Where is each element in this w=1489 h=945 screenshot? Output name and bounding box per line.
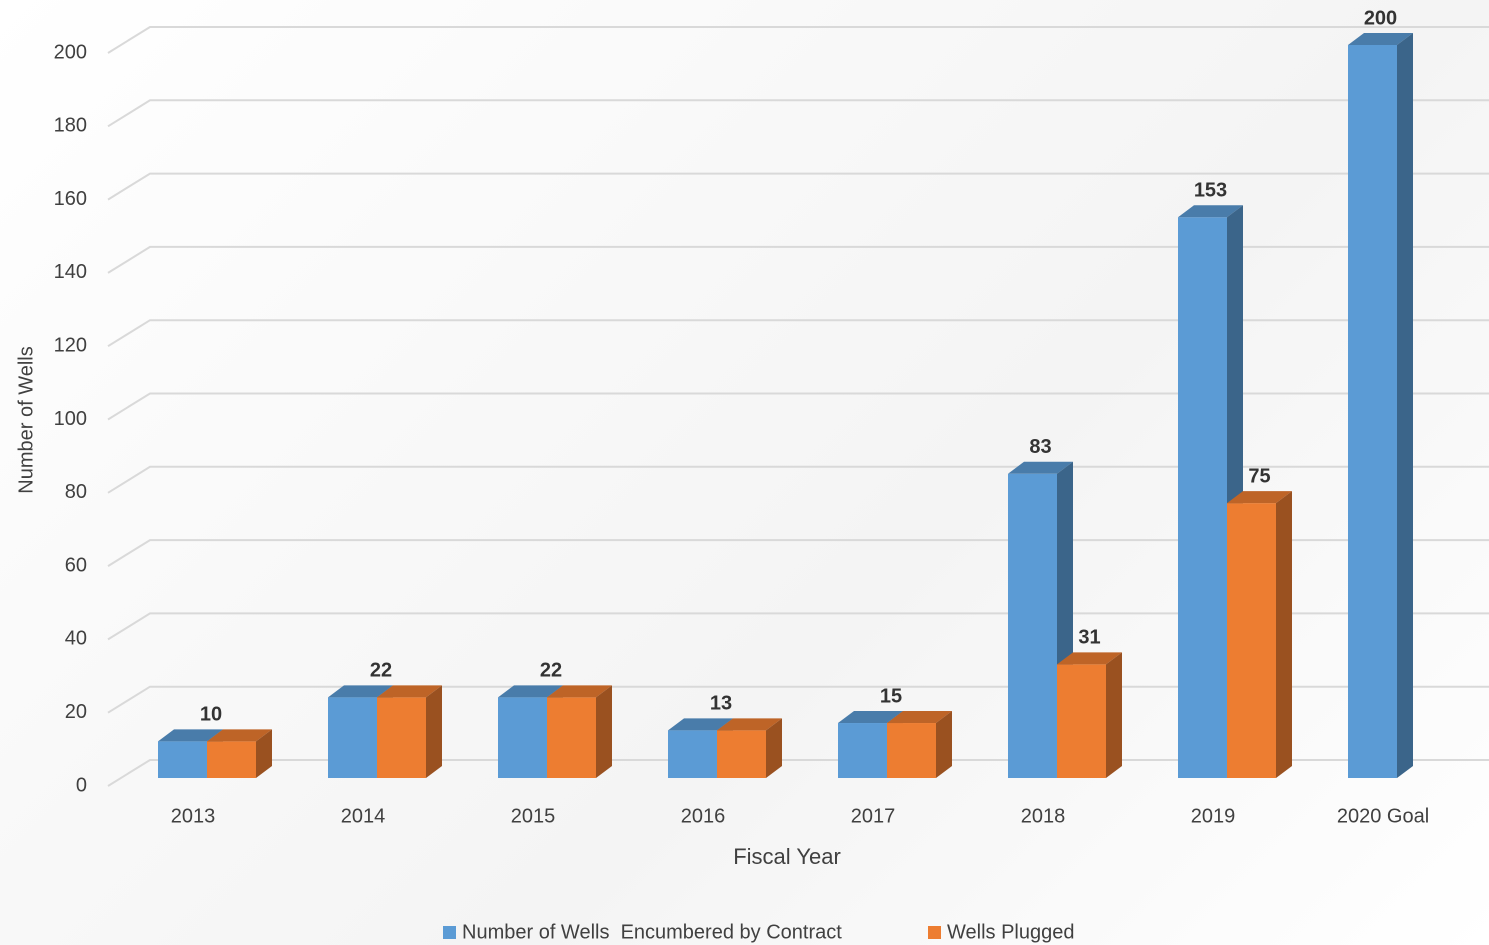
grid-line — [107, 99, 1489, 128]
y-tick-label: 0 — [76, 774, 87, 796]
x-tick-label: 2013 — [171, 805, 216, 827]
data-label: 22 — [370, 660, 392, 682]
data-label: 22 — [540, 660, 562, 682]
bar-top — [498, 685, 563, 698]
x-axis-title: Fiscal Year — [733, 844, 841, 869]
y-tick-label: 120 — [54, 334, 87, 356]
bar-front — [1178, 217, 1227, 778]
bar-front — [838, 723, 887, 778]
x-tick-label: 2019 — [1191, 805, 1236, 827]
grid-line — [107, 392, 1489, 421]
bar-top — [328, 685, 393, 698]
bar-front — [1008, 473, 1057, 778]
y-tick-label: 160 — [54, 188, 87, 210]
bar-top — [1348, 33, 1413, 45]
legend-swatch — [928, 926, 941, 939]
bar-side — [1397, 33, 1413, 778]
y-tick-label: 60 — [65, 554, 87, 576]
bar-top — [1057, 652, 1122, 665]
y-tick-label: 80 — [65, 481, 87, 503]
grid-line — [107, 465, 1489, 494]
bar-front — [377, 697, 426, 778]
bar-front — [207, 741, 256, 778]
bar-top — [158, 729, 223, 742]
bar-front — [547, 697, 596, 778]
data-label: 75 — [1248, 465, 1270, 487]
y-tick-label: 200 — [54, 41, 87, 63]
x-tick-label: 2015 — [511, 805, 556, 827]
bar-top — [377, 685, 442, 698]
y-axis-title: Number of Wells — [15, 346, 37, 493]
bar-front — [328, 697, 377, 778]
bar-top — [207, 729, 272, 742]
bar-side — [1276, 491, 1292, 778]
x-tick-label: 2020 Goal — [1337, 805, 1429, 827]
legend-swatch — [443, 926, 456, 939]
bar-side — [426, 685, 442, 778]
data-label: 13 — [710, 693, 732, 715]
data-label: 15 — [880, 685, 902, 707]
data-label: 153 — [1194, 180, 1227, 202]
x-tick-label: 2016 — [681, 805, 726, 827]
grid-line — [107, 26, 1489, 54]
bar-top — [838, 711, 903, 724]
bar-front — [887, 723, 936, 778]
data-label: 10 — [200, 704, 222, 726]
data-label: 31 — [1078, 627, 1100, 649]
bar-side — [596, 685, 612, 778]
bar-front — [498, 697, 547, 778]
y-tick-label: 180 — [54, 115, 87, 137]
bar-top — [887, 711, 952, 724]
legend-label: Wells Plugged — [947, 921, 1074, 943]
y-tick-label: 20 — [65, 701, 87, 723]
bar-side — [1106, 652, 1122, 778]
x-tick-label: 2018 — [1021, 805, 1066, 827]
bar-top — [1227, 491, 1292, 504]
bar-front — [1057, 664, 1106, 778]
grid-line — [107, 319, 1489, 348]
bar-front — [158, 741, 207, 778]
data-label: 200 — [1364, 7, 1397, 29]
bar-front — [1227, 503, 1276, 778]
legend-label: Number of Wells Encumbered by Contract — [462, 921, 842, 943]
bar-top — [668, 718, 733, 731]
grid-line — [107, 245, 1489, 274]
bar-top — [1178, 205, 1243, 218]
y-tick-label: 140 — [54, 261, 87, 283]
grid-line — [107, 172, 1489, 201]
bar-side — [766, 718, 782, 778]
y-tick-label: 100 — [54, 408, 87, 430]
bar-side — [256, 729, 272, 778]
x-tick-label: 2014 — [341, 805, 386, 827]
x-tick-label: 2017 — [851, 805, 896, 827]
y-tick-label: 40 — [65, 628, 87, 650]
bar-side — [936, 711, 952, 778]
data-label: 83 — [1029, 436, 1051, 458]
bar-top — [547, 685, 612, 698]
bar-front — [1348, 45, 1397, 778]
bar-top — [717, 718, 782, 731]
bar-front — [668, 730, 717, 778]
bar-top — [1008, 461, 1073, 474]
bar-front — [717, 730, 766, 778]
